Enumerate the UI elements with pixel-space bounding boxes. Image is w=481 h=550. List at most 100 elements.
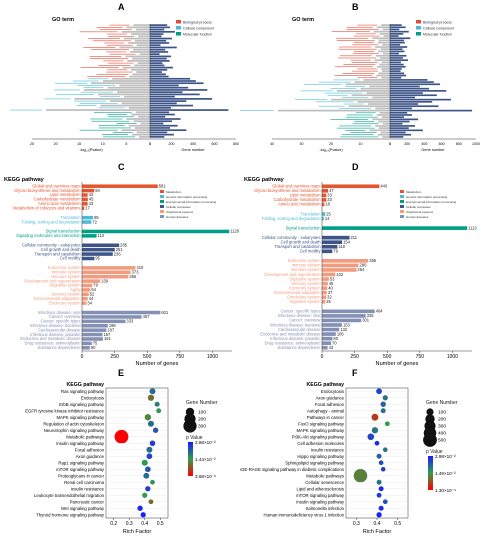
bubble-pathway-label: Focal adhesion bbox=[75, 447, 105, 452]
kegg-value-label: 33 bbox=[327, 197, 332, 202]
kegg-value-label: 18 bbox=[325, 202, 330, 207]
go-bar-pvalue bbox=[130, 51, 150, 53]
kegg-value-label: 14 bbox=[325, 216, 330, 221]
go-term-label-stub bbox=[83, 87, 104, 89]
go-bar-pvalue bbox=[360, 87, 390, 90]
go-term-label-stub bbox=[10, 109, 43, 111]
go-bar-pvalue bbox=[376, 74, 390, 77]
go-term-label-stub bbox=[330, 119, 369, 120]
go-term-label-stub bbox=[324, 92, 363, 94]
go-term-label-stub bbox=[103, 60, 124, 62]
kegg-bar-label: Cell motility bbox=[300, 249, 322, 254]
kegg-value-label: 236 bbox=[114, 251, 122, 256]
kegg-bar-label: Nervous system bbox=[291, 267, 321, 272]
kegg-bar-label: Carbohydrate metabolism bbox=[274, 197, 321, 202]
kegg-bar-label: Amino acid metabolism bbox=[278, 202, 321, 207]
kegg-bar bbox=[82, 296, 88, 301]
kegg-bar bbox=[82, 288, 91, 292]
go-x-tick-right: 800 bbox=[456, 142, 462, 146]
go-x-tick-right: 1000 bbox=[472, 142, 480, 146]
bubble-pathway-label: ErbB signaling pathway bbox=[59, 402, 105, 407]
go-bar-pvalue bbox=[132, 73, 150, 76]
go-bar-pvalue bbox=[376, 26, 390, 29]
kegg-x-tick-label: 1000 bbox=[207, 354, 218, 360]
size-legend-dot bbox=[183, 419, 197, 433]
go-term-label-stub bbox=[89, 56, 122, 57]
kegg-bar-label: Drug resistance: antineoplastic bbox=[265, 340, 321, 345]
bubble-x-label: Rich Factor bbox=[123, 529, 152, 535]
go-bar-pvalue bbox=[378, 120, 390, 123]
go-bar-pvalue bbox=[375, 46, 390, 48]
kegg-bar bbox=[322, 314, 366, 318]
go-bar-count bbox=[150, 26, 171, 29]
go-term-label-stub bbox=[331, 31, 370, 33]
go-term-label-stub bbox=[327, 94, 348, 96]
color-legend-label: 3.68×10⁻⁶ bbox=[195, 474, 216, 479]
bubble-pathway-label: Insulin resistance bbox=[311, 447, 345, 452]
kegg-bar-label: Cancer: specific types bbox=[40, 319, 80, 324]
go-bar-pvalue bbox=[116, 91, 150, 94]
bubble-title: KEGG pathway bbox=[67, 382, 105, 388]
go-bar-pvalue bbox=[138, 115, 150, 118]
go-bar-pvalue bbox=[382, 43, 390, 46]
kegg-bar-label: Translation bbox=[60, 215, 81, 220]
bubble-point bbox=[371, 413, 379, 421]
go-term-label-stub bbox=[79, 31, 118, 33]
bubble-pathway-label: Focal adhesion bbox=[315, 402, 345, 407]
go-term-label-stub bbox=[108, 116, 135, 118]
kegg-bar-label: Digestive system bbox=[290, 299, 322, 304]
go-legend-swatch bbox=[176, 20, 181, 24]
kegg-x-tick-label: 250 bbox=[350, 354, 359, 360]
kegg-value-label: 34 bbox=[87, 300, 92, 305]
go-x-tick-left: 10 bbox=[101, 142, 105, 146]
go-bar-pvalue bbox=[369, 129, 390, 132]
bubble-point bbox=[140, 512, 146, 518]
go-bar-pvalue bbox=[381, 24, 390, 26]
size-legend-label: 500 bbox=[438, 438, 446, 444]
go-term-label-stub bbox=[83, 47, 116, 48]
go-bar-count bbox=[150, 64, 165, 67]
go-bar-count bbox=[150, 71, 162, 73]
bubble-pathway-label: Wnt signaling pathway bbox=[61, 506, 105, 511]
go-bar-count bbox=[150, 53, 160, 56]
kegg-bar bbox=[322, 263, 359, 268]
kegg-bar-label: Endocrine and metabolic disease bbox=[20, 336, 81, 341]
go-bar-pvalue bbox=[377, 65, 390, 68]
kegg-bar-label: Infectious disease: parasitic bbox=[30, 332, 80, 337]
bubble-point bbox=[137, 505, 143, 511]
go-term-label-stub bbox=[98, 65, 131, 66]
kegg-value-label: 95 bbox=[95, 256, 100, 261]
bubble-point bbox=[376, 453, 382, 459]
kegg-value-label: 70 bbox=[332, 340, 337, 345]
go-bar-count bbox=[390, 68, 402, 70]
color-legend-label: 1.44×10⁻² bbox=[195, 457, 216, 462]
kegg-bar bbox=[82, 193, 88, 197]
size-legend-label: 100 bbox=[438, 410, 446, 416]
kegg-bar bbox=[82, 328, 107, 332]
go-bar-count bbox=[150, 129, 187, 132]
go-bar-count bbox=[150, 91, 183, 94]
go-x-tick-right: 200 bbox=[169, 142, 175, 146]
kegg-value-label: 32 bbox=[327, 295, 332, 300]
bubble-pathway-label: Cellular senescence bbox=[305, 480, 344, 485]
go-bar-pvalue bbox=[381, 68, 390, 70]
go-bar-count bbox=[390, 37, 411, 40]
kegg-legend-swatch bbox=[160, 190, 164, 193]
go-legend-label: Biological process bbox=[423, 21, 452, 25]
go-bar-count bbox=[150, 133, 174, 136]
go-bar-count bbox=[150, 93, 200, 96]
bubble-point bbox=[142, 492, 148, 498]
go-bar-count bbox=[150, 104, 193, 107]
go-term-label-stub bbox=[300, 90, 333, 92]
kegg-bar bbox=[322, 198, 327, 202]
panel-label-f: F bbox=[352, 368, 358, 378]
go-bar-count bbox=[390, 116, 405, 119]
kegg-value-label: 43 bbox=[89, 192, 94, 197]
kegg-bar bbox=[322, 323, 342, 327]
go-term-label-stub bbox=[56, 94, 95, 95]
bubble-point bbox=[380, 466, 386, 472]
go-bar-count bbox=[390, 61, 401, 64]
go-bar-count bbox=[150, 113, 175, 116]
go-bar-count bbox=[390, 122, 403, 125]
